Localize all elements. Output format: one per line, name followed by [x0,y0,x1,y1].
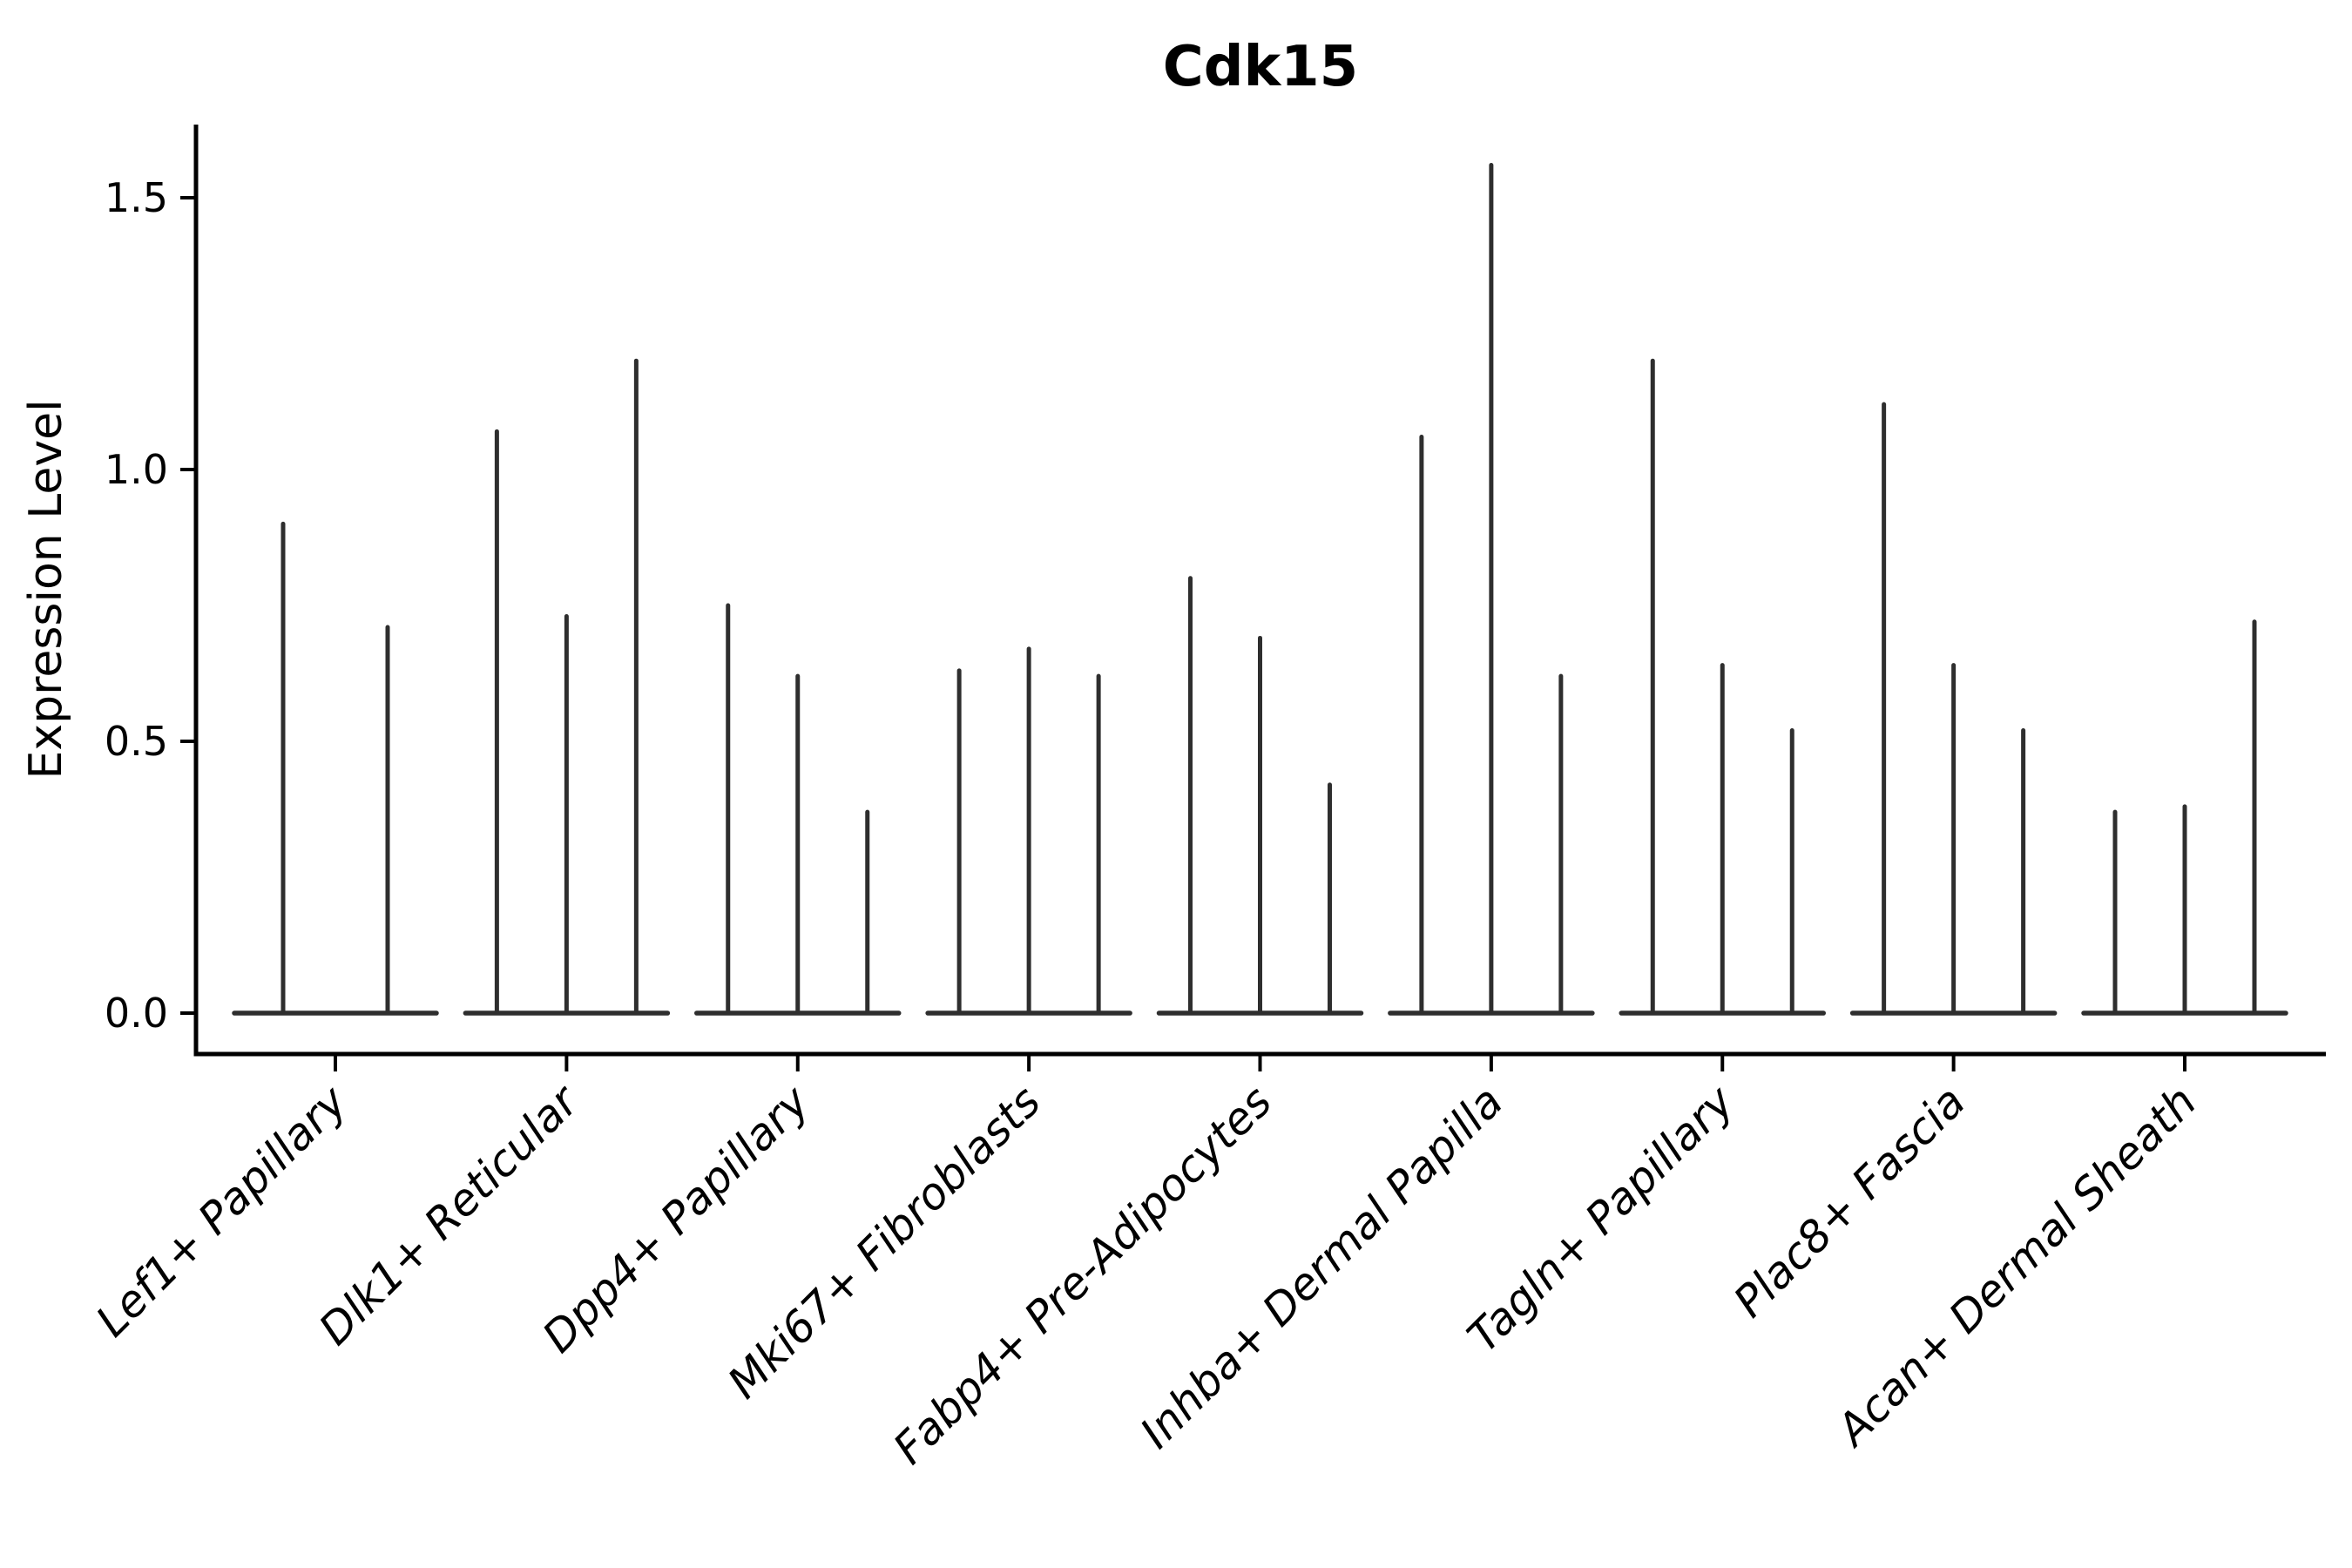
y-tick-label: 1.0 [105,446,168,493]
y-axis-label: Expression Level [20,399,72,779]
y-tick-label: 0.0 [105,990,168,1037]
chart-title: Cdk15 [1163,35,1358,99]
y-tick-label: 1.5 [105,174,168,221]
y-tick-label: 0.5 [105,718,168,765]
